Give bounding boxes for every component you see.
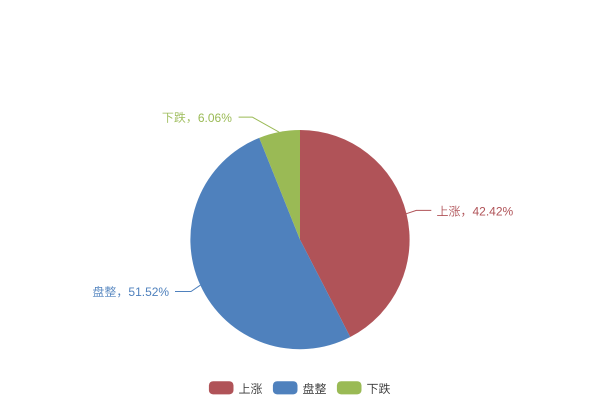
svg-text:51.52%: 51.52% (128, 285, 169, 299)
svg-text:6.06%: 6.06% (198, 111, 232, 125)
svg-text:42.42%: 42.42% (473, 205, 514, 219)
